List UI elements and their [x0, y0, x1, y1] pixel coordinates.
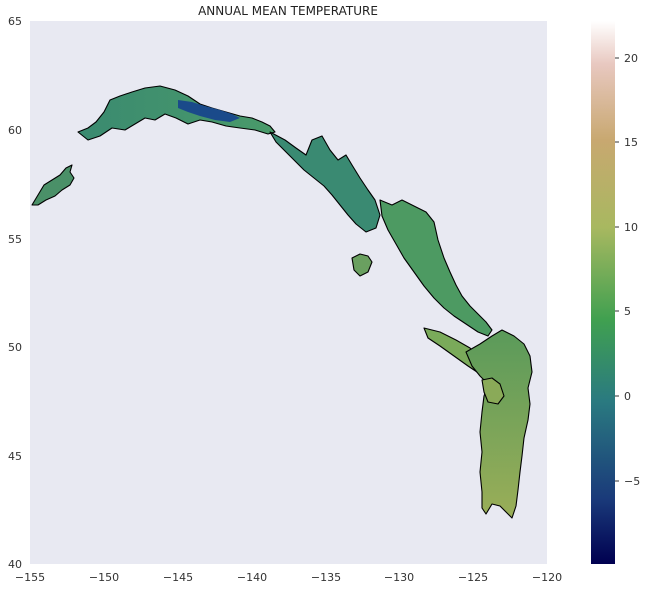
land-panhandle: [269, 131, 381, 233]
colorbar-tick-label: 0: [624, 390, 631, 403]
colorbar-tick-label: 10: [624, 221, 638, 234]
colorbar-tick-label: −5: [624, 475, 640, 488]
x-axis: −155 −150 −145 −140 −135 −130 −125 −120: [15, 571, 562, 584]
y-tick-label: 60: [8, 124, 22, 137]
x-tick-label: −125: [458, 571, 488, 584]
y-axis: 65 60 55 50 45 40: [8, 15, 22, 571]
y-tick-label: 50: [8, 341, 22, 354]
icefield: [178, 100, 240, 122]
x-tick-label: −135: [311, 571, 341, 584]
colorbar-gradient: [591, 21, 615, 564]
y-tick-label: 65: [8, 15, 22, 28]
x-tick-label: −145: [163, 571, 193, 584]
chart-title: ANNUAL MEAN TEMPERATURE: [198, 4, 378, 18]
x-tick-label: −130: [384, 571, 414, 584]
land-haida-gwaii: [351, 253, 373, 277]
colorbar-tick-label: 15: [624, 136, 638, 149]
x-tick-label: −155: [15, 571, 45, 584]
colorbar: 20 15 10 5 0 −5: [591, 21, 640, 564]
plot-area: [30, 21, 547, 564]
land-alaska-west: [31, 164, 75, 206]
y-tick-label: 45: [8, 450, 22, 463]
x-tick-label: −140: [237, 571, 267, 584]
y-tick-label: 55: [8, 233, 22, 246]
x-tick-label: −150: [89, 571, 119, 584]
map-land: [31, 85, 533, 519]
land-bc-coast: [379, 199, 493, 337]
colorbar-tick-label: 20: [624, 52, 638, 65]
colorbar-tick-label: 5: [624, 305, 631, 318]
x-tick-label: −120: [532, 571, 562, 584]
colorbar-ticks: [615, 57, 619, 482]
land-alaska-central: [77, 85, 276, 141]
y-tick-label: 40: [8, 558, 22, 571]
land-pnw: [465, 329, 533, 519]
land-olympic: [481, 377, 505, 405]
